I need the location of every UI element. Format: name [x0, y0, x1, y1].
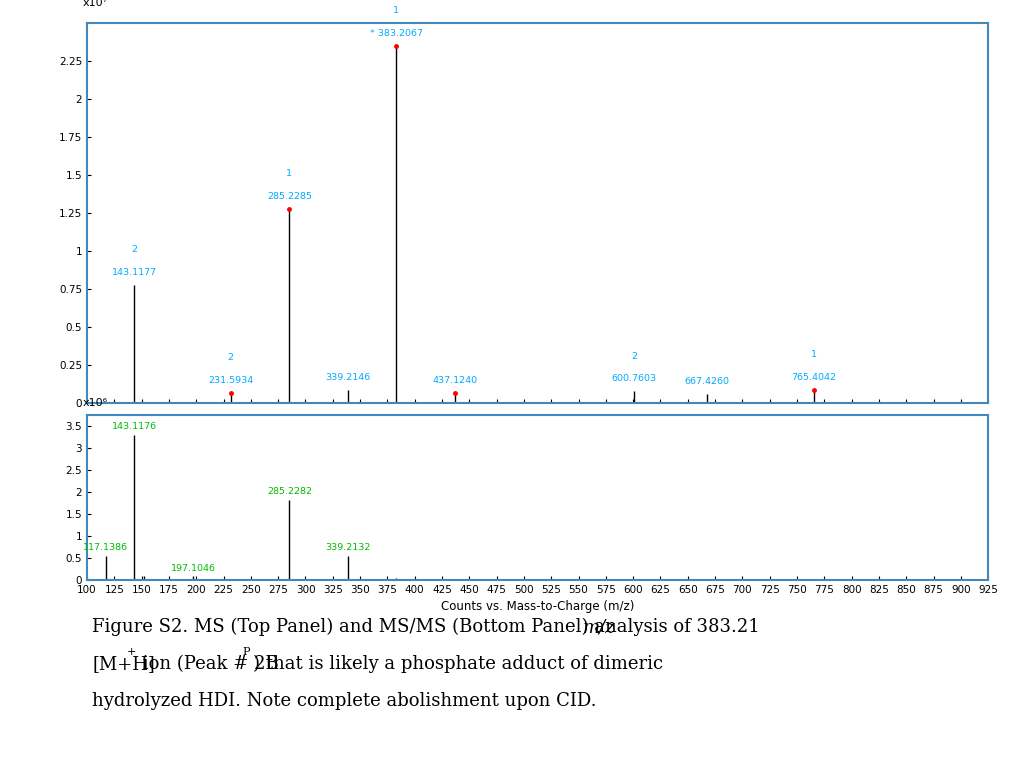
Text: 285.2285: 285.2285 [267, 192, 312, 201]
Text: m/z: m/z [584, 618, 615, 636]
Text: +: + [127, 647, 136, 657]
Text: 765.4042: 765.4042 [792, 373, 837, 382]
Text: 339.2146: 339.2146 [326, 373, 371, 382]
Text: Figure S2. MS (Top Panel) and MS/MS (Bottom Panel) analysis of 383.21: Figure S2. MS (Top Panel) and MS/MS (Bot… [92, 618, 766, 637]
Text: 2: 2 [131, 245, 137, 254]
Text: 339.2132: 339.2132 [326, 543, 371, 552]
Text: 143.1177: 143.1177 [112, 268, 157, 277]
Text: 143.1176: 143.1176 [112, 422, 157, 432]
Text: 600.7603: 600.7603 [611, 375, 656, 383]
Text: 285.2282: 285.2282 [267, 488, 312, 496]
Text: x10⁶: x10⁶ [83, 398, 108, 408]
Text: * 383.2067: * 383.2067 [370, 29, 423, 38]
Text: P: P [243, 647, 250, 657]
Text: 231.5934: 231.5934 [208, 376, 253, 385]
Text: x10⁷: x10⁷ [83, 0, 108, 8]
Text: 1: 1 [287, 169, 293, 178]
Text: 1: 1 [811, 350, 817, 359]
Text: 2: 2 [631, 352, 637, 361]
Text: hydrolyzed HDI. Note complete abolishment upon CID.: hydrolyzed HDI. Note complete abolishmen… [92, 692, 597, 710]
Text: 117.1386: 117.1386 [83, 543, 128, 552]
Text: ) that is likely a phosphate adduct of dimeric: ) that is likely a phosphate adduct of d… [253, 655, 664, 674]
Text: 197.1046: 197.1046 [171, 564, 216, 573]
Text: ion (Peak # 2B: ion (Peak # 2B [137, 655, 280, 673]
Text: 1: 1 [393, 6, 399, 15]
Text: 667.4260: 667.4260 [684, 378, 729, 386]
X-axis label: Counts vs. Mass-to-Charge (m/z): Counts vs. Mass-to-Charge (m/z) [441, 601, 634, 614]
Text: [M+H]: [M+H] [92, 655, 155, 673]
Text: 437.1240: 437.1240 [433, 376, 478, 385]
Text: 2: 2 [227, 353, 233, 362]
